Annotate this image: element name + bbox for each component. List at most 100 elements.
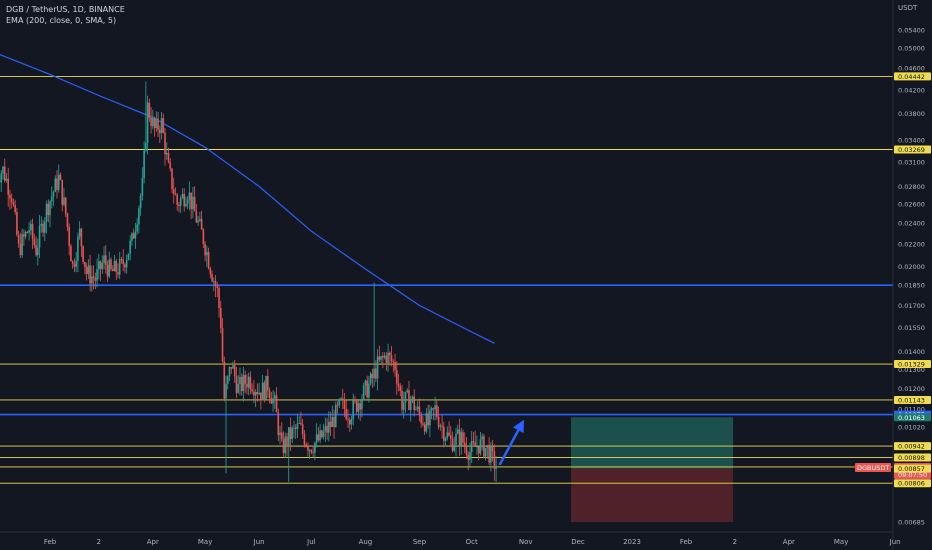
candle-body [199,218,201,221]
price-level-label: 0.04442 [898,73,925,81]
candle-body [474,442,476,447]
price-tick-label: 0.03100 [898,159,925,167]
candle-body [434,405,436,410]
candle-body [301,424,304,435]
time-tick-label: Apr [147,538,159,546]
price-level-label: 0.03269 [898,146,925,154]
candle-body [82,246,84,263]
candle-body [275,395,278,413]
candle-body [338,399,341,406]
price-tick-label: 0.00685 [898,519,925,527]
candle-body [190,192,192,209]
price-level-label-box [894,360,931,369]
candle-body [361,398,363,410]
candle-body [183,193,185,207]
candle-body [298,423,300,424]
candle-body [176,194,179,205]
candle-body [110,259,112,269]
candle-body [340,398,342,400]
candle-body [319,430,321,441]
candle-body [378,356,381,360]
candle-body [179,198,182,206]
candle-body [448,432,450,436]
candle-body [162,118,165,133]
candle-body [483,436,485,457]
candle-body [449,435,452,439]
candle-body [328,421,330,433]
candle-body [260,392,262,401]
candle-body [0,173,3,183]
candle-body [343,399,346,409]
candle-body [3,166,6,181]
candle-body [395,370,398,384]
price-level-label-box [894,395,931,404]
candle-body [390,355,393,362]
candle-body [455,433,457,445]
candle-body [66,213,69,227]
candle-body [148,102,151,118]
time-tick-label: May [834,538,848,546]
candle-body [465,445,468,455]
candle-body [211,274,213,282]
candle-body [493,451,496,469]
price-tick-label: 0.01300 [898,366,925,374]
candle-body [101,263,104,270]
candle-body [120,259,123,260]
candle-body [369,373,372,384]
candle-body [406,390,409,392]
price-tick-label: 0.04200 [898,86,925,94]
candle-body [188,192,191,200]
candle-body [50,196,53,202]
candle-body [317,434,320,441]
candle-body [47,203,50,216]
candle-body [225,383,227,399]
candle-body [98,261,100,270]
candle-body [282,439,285,454]
candle-body [106,264,109,277]
candle-body [84,262,86,268]
candle-body [267,375,269,391]
candle-body [230,367,233,369]
candle-body [68,226,70,246]
symbol-tag: DGBUSDT [857,464,889,472]
price-level-label-box [894,479,931,488]
candle-body [354,400,356,401]
candle-body [52,191,55,197]
candle-body [213,281,215,282]
candle-body [63,197,65,205]
candle-body [131,233,133,241]
candle-body [293,427,295,429]
candle-body [401,390,403,410]
price-tick-label: 0.01200 [898,385,925,393]
candle-body [71,261,74,264]
up-arrow [498,424,523,466]
candle-body [258,392,260,395]
candle-body [108,259,111,277]
candle-body [287,427,290,446]
candle-body [350,419,353,425]
bar-countdown: 09:07:50 [898,471,927,479]
candle-body [409,399,412,410]
price-tick-label: 0.04600 [898,65,925,73]
candle-body [17,234,20,244]
candle-body [394,362,396,371]
candle-body [284,436,287,454]
candle-body [357,403,360,412]
candle-body [54,178,57,192]
candle-body [307,445,309,451]
candle-body [253,391,255,396]
time-tick-label: Oct [466,538,478,546]
candle-body [80,228,83,247]
candle-body [129,240,131,254]
candle-body [251,389,253,392]
price-tick-label: 0.02600 [898,201,925,209]
candle-body [446,432,449,439]
candle-body [127,253,130,260]
candle-body [347,418,349,420]
price-tick-label: 0.03800 [898,110,925,118]
price-tick-label: 0.01700 [898,302,925,310]
candle-body [192,196,194,209]
candle-body [429,410,431,426]
